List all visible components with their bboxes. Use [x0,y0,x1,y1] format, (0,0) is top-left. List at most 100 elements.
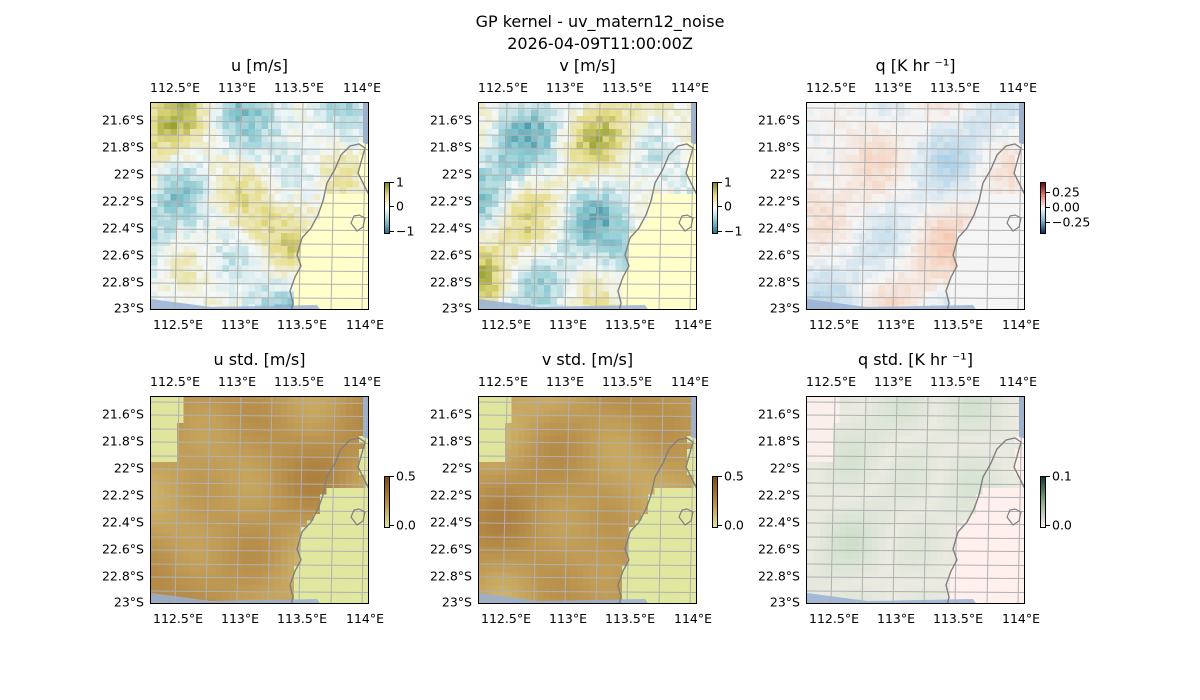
panel-2-xtick-bot: 113°E [548,317,588,332]
panel-6-colorbar [1040,476,1046,528]
panel-3-colorbar-tick-mark [1046,192,1050,193]
panel-5-island-coastline [678,508,694,526]
panel-5-ytick: 22.4°S [429,514,472,530]
panel-2-colorbar-tick-label: 0 [724,198,732,214]
panel-1-ytick: 23°S [113,300,144,316]
panel-1-cells [151,103,368,309]
panel-4-ytick: 22.4°S [101,514,144,530]
panel-2-ytick: 22°S [441,166,472,182]
panel-6-xtick-top: 112.5°E [806,374,856,389]
panel-1-xtick-bot: 114°E [345,317,385,332]
panel-5-ytick: 22.8°S [429,568,472,584]
panel-3-xtick-bot: 114°E [1001,317,1041,332]
panel-5-ytick: 21.6°S [429,406,472,422]
panel-6-colorbar-tick-mark [1046,525,1050,526]
panel-1-xtick-top: 114°E [342,80,382,95]
panel-1-ocean-mask-bottom [151,299,320,309]
panel-5-heatmap [478,396,697,604]
panel-6-xtick-bot: 112.5°E [809,611,859,626]
panel-4-colorbar-tick-label: 0.5 [396,468,416,484]
panel-4-coastline [289,437,368,603]
panel-1-xtick-top: 112.5°E [150,80,200,95]
panel-5-coastline [617,437,696,603]
panel-1-ytick: 21.8°S [101,139,144,155]
panel-3-colorbar-tick-mark [1046,207,1050,208]
panel-6-xtick-bot: 113.5°E [933,611,983,626]
panel-2-xtick-bot: 112.5°E [481,317,531,332]
panel-2-cells [479,103,696,309]
panel-2-xtick-bot: 114°E [673,317,713,332]
panel-3-coastline [945,143,1024,309]
panel-3-ytick: 22.8°S [757,274,800,290]
panel-6-ytick: 21.8°S [757,433,800,449]
panel-4-xtick-top: 113°E [217,374,257,389]
panel-4-heatmap [150,396,369,604]
panel-2-ytick: 21.8°S [429,139,472,155]
panel-1-ytick: 21.6°S [101,112,144,128]
panel-6-map-svg [807,397,1024,603]
panel-4-colorbar-tick-mark [390,525,394,526]
panel-4-xtick-bot: 113.5°E [277,611,327,626]
panel-1-ytick: 22°S [113,166,144,182]
panel-2-ytick: 22.4°S [429,220,472,236]
panel-6-ytick: 22.4°S [757,514,800,530]
panel-3-ytick: 22.6°S [757,247,800,263]
panel-2-ytick: 22.2°S [429,193,472,209]
panel-1-ytick: 22.6°S [101,247,144,263]
panel-2-colorbar-tick-mark [718,231,722,232]
panel-3-island-coastline [1006,214,1022,232]
panel-2-colorbar-tick-label: −1 [724,223,743,239]
panel-4-ytick: 23°S [113,594,144,610]
panel-4-xtick-bot: 112.5°E [153,611,203,626]
panel-4-ytick: 22°S [113,460,144,476]
panel-2-xtick-top: 113.5°E [602,80,652,95]
panel-6-ytick: 21.6°S [757,406,800,422]
panel-4-cells [151,397,368,603]
figure-subtitle: 2026-04-09T11:00:00Z [507,34,693,53]
panel-1-colorbar-tick-mark [390,206,394,207]
panel-1-xtick-bot: 113°E [220,317,260,332]
panel-5-cells [479,397,696,603]
panel-5-colorbar-tick-mark [718,476,722,477]
panel-2-xtick-top: 113°E [545,80,585,95]
panel-3-map-svg [807,103,1024,309]
panel-1-xtick-top: 113.5°E [274,80,324,95]
panel-3-colorbar-tick-label: −0.25 [1052,214,1091,230]
panel-4-title: u std. [m/s] [213,350,306,369]
panel-5-colorbar [712,476,718,528]
panel-3-ytick: 22.4°S [757,220,800,236]
panel-3-ytick: 23°S [769,300,800,316]
panel-4-xtick-bot: 113°E [220,611,260,626]
panel-3-xtick-top: 113°E [873,80,913,95]
panel-1-island-coastline [350,214,366,232]
panel-1-heatmap [150,102,369,310]
panel-2-ytick: 23°S [441,300,472,316]
panel-2-island-coastline [678,214,694,232]
panel-3-cells [807,103,1024,309]
panel-5-xtick-top: 113°E [545,374,585,389]
panel-6-gridlines [807,397,1024,603]
panel-4-colorbar-tick-mark [390,476,394,477]
panel-5-map-svg [479,397,696,603]
panel-3-ytick: 22.2°S [757,193,800,209]
panel-6-xtick-top: 113.5°E [930,374,980,389]
panel-4-xtick-bot: 114°E [345,611,385,626]
figure-title: GP kernel - uv_matern12_noise [475,12,725,31]
panel-5-colorbar-tick-mark [718,525,722,526]
panel-6-ocean-mask-bottom [807,593,976,603]
panel-1-colorbar-tick-mark [390,231,394,232]
panel-3-colorbar-tick-label: 0.25 [1052,184,1080,200]
panel-4-ytick: 22.6°S [101,541,144,557]
panel-1-title: u [m/s] [230,56,289,75]
panel-6-xtick-top: 114°E [998,374,1038,389]
panel-4-colorbar [384,476,390,528]
panel-2-map-svg [479,103,696,309]
panel-4-ytick: 22.8°S [101,568,144,584]
panel-5-title: v std. [m/s] [541,350,634,369]
panel-6-xtick-bot: 113°E [876,611,916,626]
panel-6-colorbar-tick-label: 0.0 [1052,517,1072,533]
panel-1-ytick: 22.2°S [101,193,144,209]
panel-4-ocean-mask-bottom [151,593,320,603]
panel-6-colorbar-tick-mark [1046,476,1050,477]
panel-3-gridlines [807,103,1024,309]
